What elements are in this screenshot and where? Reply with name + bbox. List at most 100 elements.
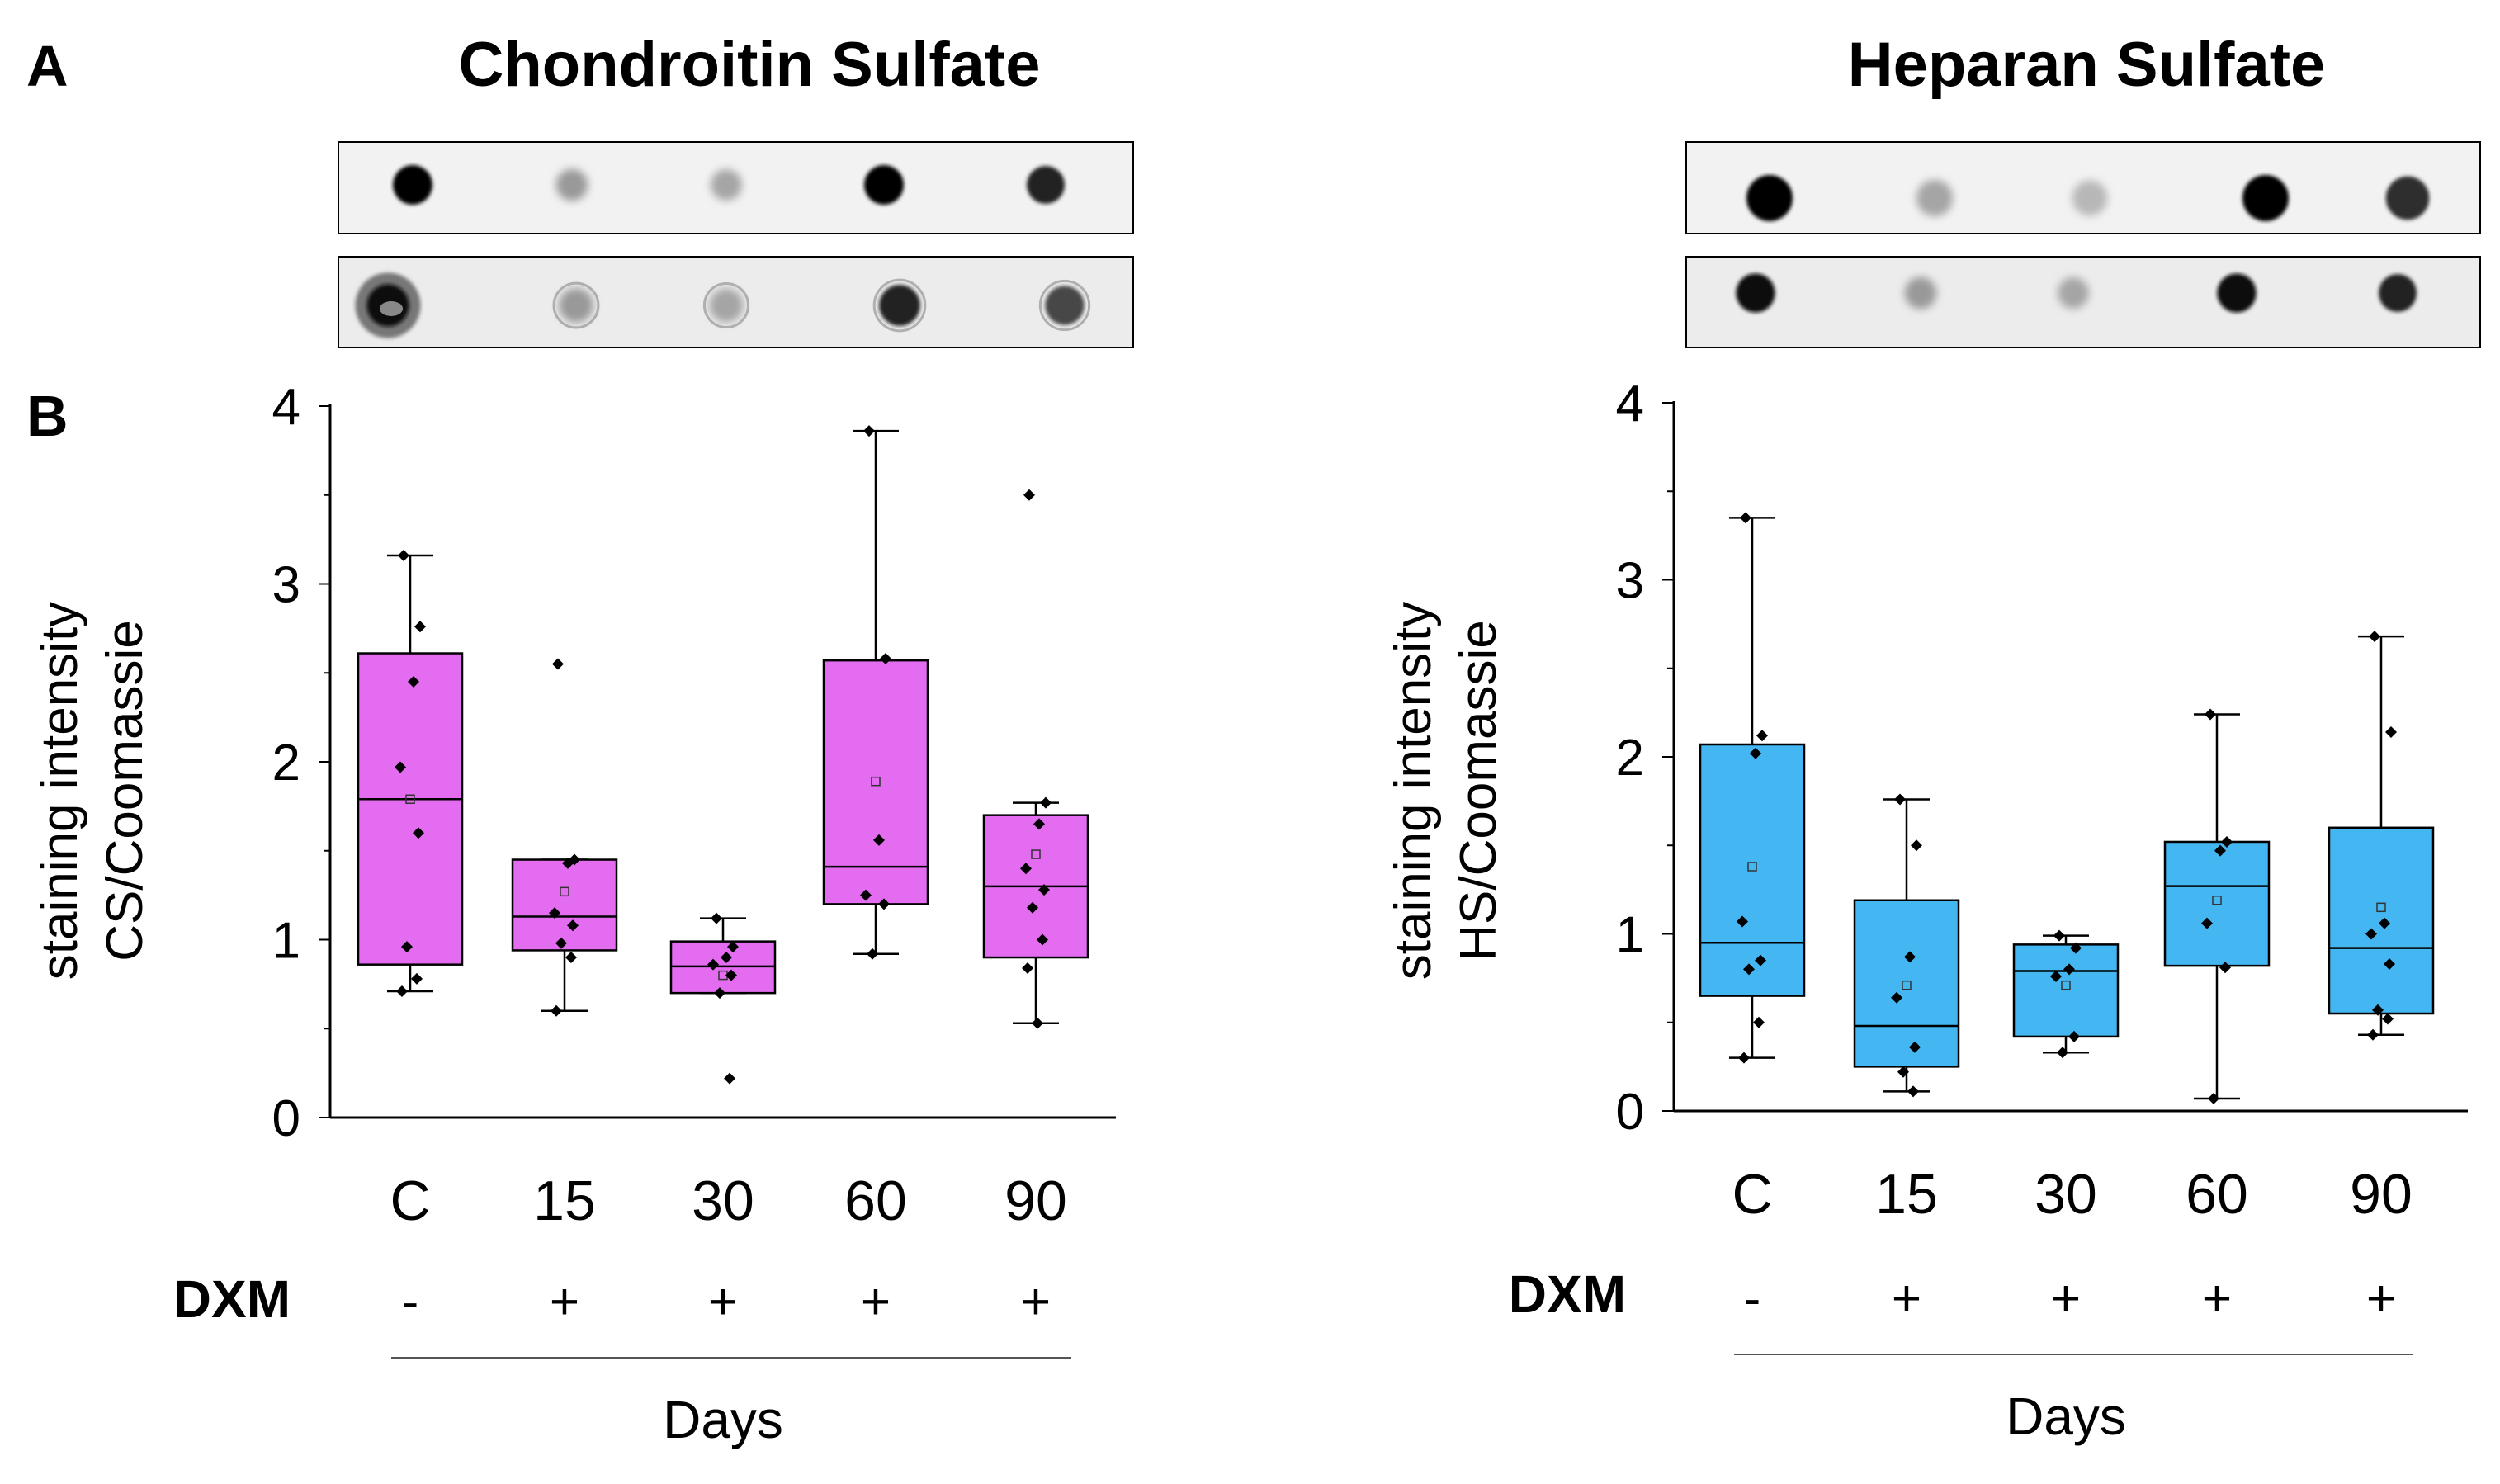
cs-data-point (555, 937, 567, 949)
cs-category-label: 15 (533, 1170, 596, 1232)
hs-data-point (1897, 1066, 1909, 1078)
cs-data-point (401, 941, 413, 953)
cs-dxm-sign: + (708, 1274, 738, 1330)
cs-data-point (711, 912, 722, 924)
cs-blot-dot (555, 168, 588, 201)
hs-mean-marker (2376, 902, 2386, 913)
hs-y-tick-label: 3 (1616, 553, 1644, 610)
hs-data-point (2372, 1004, 2384, 1016)
cs-coomassie-dot (559, 288, 593, 323)
cs-data-point (413, 827, 424, 839)
cs-category-label: 30 (692, 1170, 754, 1232)
cs-iqr-box (357, 652, 464, 966)
hs-data-point (1750, 747, 1761, 759)
hs-y-tick-label: 0 (1616, 1084, 1644, 1141)
cs-data-point (565, 952, 577, 964)
cs-data-point (552, 658, 564, 670)
hs-y-tick-label: 2 (1616, 730, 1644, 787)
cs-dxm-sign: - (402, 1274, 419, 1330)
hs-data-point (1911, 839, 1922, 852)
cs-dxm-sign: + (861, 1274, 891, 1330)
cs-box-C (357, 550, 464, 997)
hs-category-label: 90 (2350, 1163, 2413, 1226)
cs-box-90 (982, 489, 1089, 1029)
cs-data-point (873, 834, 885, 846)
cs-data-point (1020, 863, 1032, 875)
hs-blot-dot (1916, 179, 1954, 217)
cs-coomassie-dot-ring (1038, 279, 1091, 332)
cs-coomassie-dot (1045, 286, 1085, 325)
cs-coomassie-dot-ring (552, 281, 600, 329)
cs-data-point (414, 621, 426, 633)
hs-coomassie-dot (1736, 273, 1775, 313)
hs-iqr-box (1853, 899, 1960, 1068)
cs-data-point (1022, 962, 1033, 974)
cs-data-point (398, 550, 409, 562)
hs-dxm-signs: - + + + + (1744, 1270, 2396, 1327)
cs-data-point (395, 761, 406, 773)
hs-dxm-sign: - (1744, 1270, 1761, 1327)
hs-mean-marker (2061, 980, 2071, 990)
cs-data-point (1038, 884, 1050, 896)
cs-mean-marker (560, 886, 569, 897)
hs-blot-dot (1746, 175, 1793, 221)
cs-dxm-sign: + (1021, 1274, 1051, 1330)
hs-mean-marker (1902, 980, 1912, 990)
hs-blot-bottom (1685, 256, 2481, 348)
cs-data-point (411, 972, 423, 985)
cs-coomassie-dot-ring (702, 281, 750, 329)
cs-data-point (1037, 933, 1048, 946)
panel-label-b: B (26, 384, 69, 448)
cs-data-point (1033, 818, 1045, 830)
hs-category-label: 15 (1875, 1163, 1938, 1226)
hs-blot-dot (2385, 176, 2430, 220)
cs-category-label: C (390, 1170, 430, 1232)
hs-box-30 (2012, 929, 2120, 1059)
cs-data-point (867, 948, 878, 960)
cs-data-point (860, 889, 872, 901)
cs-data-point (721, 952, 732, 964)
hs-y-tick-label: 4 (1616, 376, 1644, 432)
hs-dxm-sign: + (2202, 1270, 2232, 1327)
hs-data-point (1740, 512, 1751, 524)
cs-y-tick-label: 4 (272, 379, 300, 436)
hs-data-point (2053, 929, 2065, 942)
hs-iqr-box (2012, 943, 2120, 1038)
cs-blot-dot (864, 165, 904, 205)
cs-data-point (562, 857, 574, 869)
hs-dxm-sign: + (2051, 1270, 2081, 1327)
hs-iqr-box (2328, 826, 2435, 1015)
cs-category-label: 60 (844, 1170, 907, 1232)
cs-blot-top (338, 141, 1134, 234)
cs-data-point (549, 907, 560, 919)
hs-category-label: 30 (2034, 1163, 2097, 1226)
hs-data-point (1894, 793, 1906, 806)
cs-data-point (1040, 796, 1052, 809)
hs-data-point (1743, 963, 1755, 976)
hs-data-point (2063, 963, 2075, 976)
hs-category-label: C (1732, 1163, 1772, 1226)
cs-category-label: 90 (1004, 1170, 1067, 1232)
hs-data-point (1737, 915, 1748, 928)
cs-coomassie-dot-ring (872, 278, 927, 333)
cs-data-point (1032, 1017, 1043, 1029)
hs-data-point (1909, 1041, 1921, 1053)
hs-data-point (2219, 962, 2231, 974)
hs-category-label: 60 (2186, 1163, 2248, 1226)
hs-data-point (2369, 631, 2380, 643)
cs-ylabel-line1: staining intensity (31, 602, 88, 980)
panel-label-a: A (26, 34, 69, 98)
cs-iqr-box (511, 858, 618, 952)
cs-mean-marker (405, 794, 415, 805)
hs-box-15 (1853, 793, 1960, 1098)
hs-data-point (2367, 1028, 2379, 1041)
cs-boxplot: 0 1 2 3 4 C 15 30 60 90 (272, 379, 1116, 1232)
cs-y-tick-label: 3 (272, 557, 300, 614)
hs-blot-top (1685, 141, 2481, 234)
hs-ylabel-line2: HS/Coomassie (1450, 620, 1507, 961)
hs-data-point (2068, 1030, 2080, 1042)
hs-data-point (1756, 730, 1768, 742)
cs-dxm-sign: + (550, 1274, 579, 1330)
hs-box-90 (2328, 631, 2435, 1041)
hs-data-point (2070, 942, 2082, 954)
